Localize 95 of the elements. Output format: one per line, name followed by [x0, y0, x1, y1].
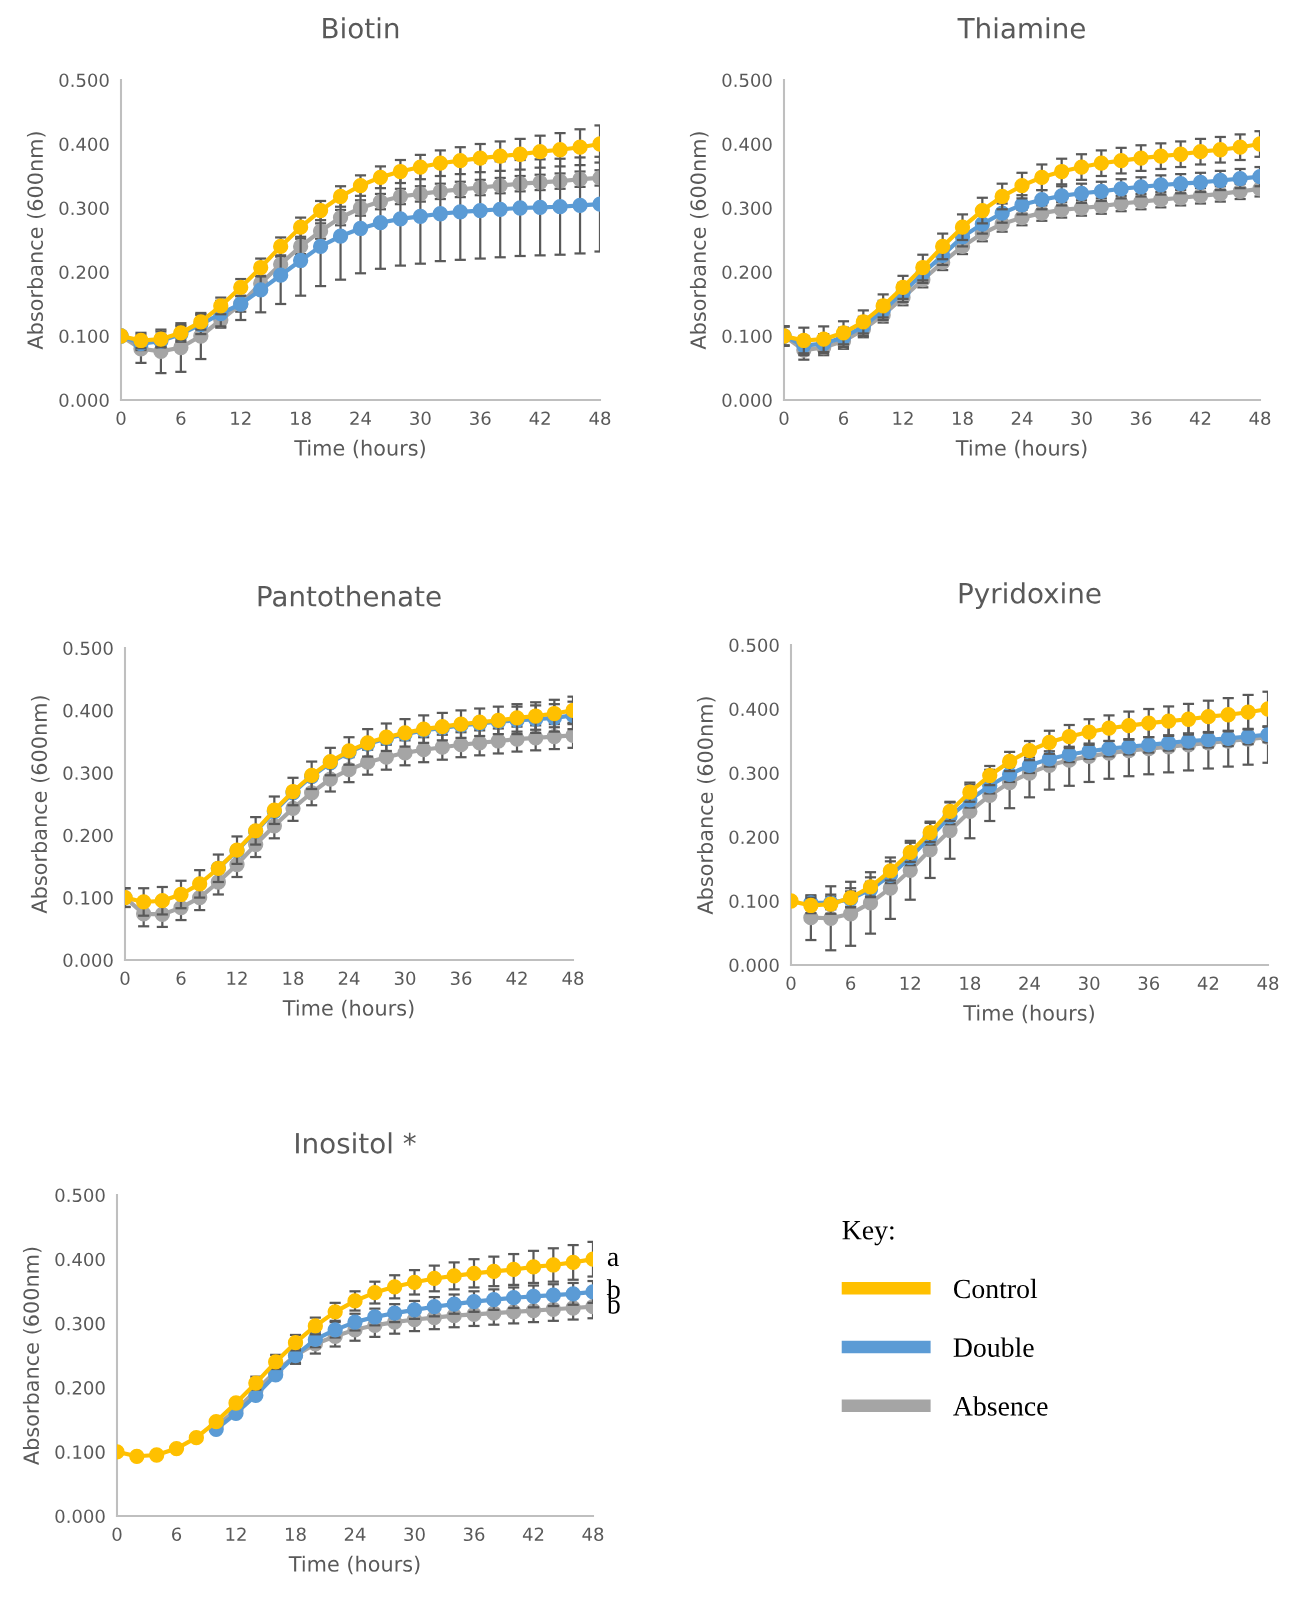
y-tick-label: 0.100 [63, 891, 113, 905]
x-tick-label: 0 [779, 411, 789, 426]
x-tick-label: 30 [404, 1527, 425, 1542]
x-tick-label: 30 [394, 971, 416, 986]
y-tick-label: 0.100 [729, 894, 779, 909]
y-tick-label: 0.400 [63, 703, 113, 718]
y-tick-label: 0.500 [729, 638, 779, 653]
x-tick-label: 24 [1019, 976, 1040, 990]
x-axis-title: Time (hours) [963, 1004, 1094, 1024]
y-axis-title: Absorbance (600nm) [26, 132, 46, 350]
x-tick-label: 12 [900, 976, 920, 990]
y-tick-label: 0.000 [722, 393, 772, 408]
x-tick-label: 18 [286, 1527, 306, 1542]
y-tick-label: 0.500 [63, 641, 113, 656]
x-axis-title: Time (hours) [282, 999, 414, 1019]
x-tick-label: 24 [1011, 411, 1033, 425]
text: a [607, 1252, 619, 1267]
x-tick-label: 48 [1257, 976, 1279, 991]
x-axis-title: Time (hours) [955, 439, 1087, 459]
x-tick-label: 6 [172, 1527, 182, 1542]
x-tick-label: 6 [839, 411, 849, 426]
x-tick-label: 42 [1197, 976, 1219, 990]
x-tick-label: 24 [338, 971, 360, 985]
x-axis-title: Time (hours) [288, 1555, 420, 1575]
x-tick-label: 6 [176, 971, 186, 986]
x-tick-label: 18 [953, 411, 973, 426]
x-tick-label: 42 [506, 971, 527, 985]
chart-title: Pantothenate [258, 585, 441, 607]
x-tick-label: 30 [410, 411, 431, 426]
y-tick-label: 0.000 [63, 953, 113, 968]
x-tick-label: 30 [1071, 411, 1092, 426]
x-tick-label: 48 [1249, 411, 1271, 426]
y-tick-label: 0.400 [722, 137, 772, 152]
x-tick-label: 30 [1079, 976, 1100, 991]
y-tick-label: 0.100 [55, 1445, 105, 1459]
x-tick-label: 12 [226, 1527, 246, 1541]
x-tick-label: 18 [291, 411, 311, 426]
y-tick-label: 0.300 [63, 766, 113, 780]
y-tick-label: 0.000 [59, 393, 109, 408]
y-tick-label: 0.100 [722, 329, 772, 344]
x-tick-label: 0 [112, 1527, 122, 1542]
chart-title: Inositol * [296, 1132, 416, 1154]
y-tick-label: 0.400 [59, 137, 109, 152]
x-tick-label: 0 [116, 411, 126, 426]
y-tick-label: 0.300 [729, 766, 779, 781]
y-tick-label: 0.200 [59, 265, 109, 280]
legend-title: Key: [842, 1221, 894, 1246]
x-tick-label: 12 [893, 411, 913, 425]
x-tick-label: 48 [589, 411, 611, 426]
y-tick-label: 0.500 [55, 1188, 105, 1203]
y-tick-label: 0.200 [63, 828, 113, 843]
x-tick-label: 36 [450, 971, 472, 986]
x-tick-label: 42 [529, 411, 550, 425]
y-tick-label: 0.500 [722, 73, 772, 88]
x-tick-label: 36 [1130, 411, 1152, 426]
x-tick-label: 6 [176, 411, 186, 426]
y-axis-title: Absorbance (600nm) [689, 132, 709, 350]
x-tick-label: 42 [1189, 411, 1211, 425]
x-tick-label: 24 [350, 411, 371, 425]
x-tick-label: 42 [522, 1527, 544, 1541]
y-axis-title: Absorbance (600nm) [30, 696, 50, 914]
legend-label: Double [953, 1337, 1034, 1358]
y-axis-title: Absorbance (600nm) [696, 697, 716, 915]
x-axis-title: Time (hours) [294, 439, 425, 459]
chart-title: Biotin [323, 17, 399, 39]
y-tick-label: 0.300 [722, 201, 772, 216]
y-tick-label: 0.400 [55, 1252, 105, 1267]
y-tick-label: 0.100 [59, 329, 109, 344]
x-tick-label: 0 [120, 971, 130, 986]
x-tick-label: 18 [960, 976, 981, 991]
chart-title: Pyridoxine [959, 582, 1101, 610]
x-tick-label: 48 [582, 1527, 604, 1542]
y-tick-label: 0.200 [722, 265, 772, 280]
x-tick-label: 36 [463, 1527, 485, 1542]
y-tick-label: 0.200 [729, 830, 779, 845]
y-tick-label: 0.400 [729, 702, 779, 717]
chart-title: Thiamine [957, 17, 1085, 39]
y-tick-label: 0.500 [59, 73, 109, 88]
y-axis-title: Absorbance (600nm) [22, 1247, 42, 1465]
x-tick-label: 36 [470, 411, 491, 426]
legend-label: Control [953, 1278, 1038, 1299]
legend-label: Absence [953, 1396, 1048, 1416]
y-tick-label: 0.000 [729, 958, 779, 973]
y-tick-label: 0.200 [55, 1381, 105, 1395]
y-tick-label: 0.300 [55, 1316, 105, 1331]
x-tick-label: 48 [562, 971, 584, 986]
x-tick-label: 6 [846, 976, 856, 991]
x-tick-label: 12 [231, 411, 251, 425]
y-tick-label: 0.000 [55, 1509, 105, 1524]
x-tick-label: 18 [283, 971, 304, 986]
x-tick-label: 24 [344, 1527, 366, 1541]
x-tick-label: 36 [1138, 976, 1160, 991]
y-tick-label: 0.300 [59, 201, 109, 216]
x-tick-label: 12 [227, 971, 247, 985]
x-tick-label: 0 [786, 976, 796, 991]
